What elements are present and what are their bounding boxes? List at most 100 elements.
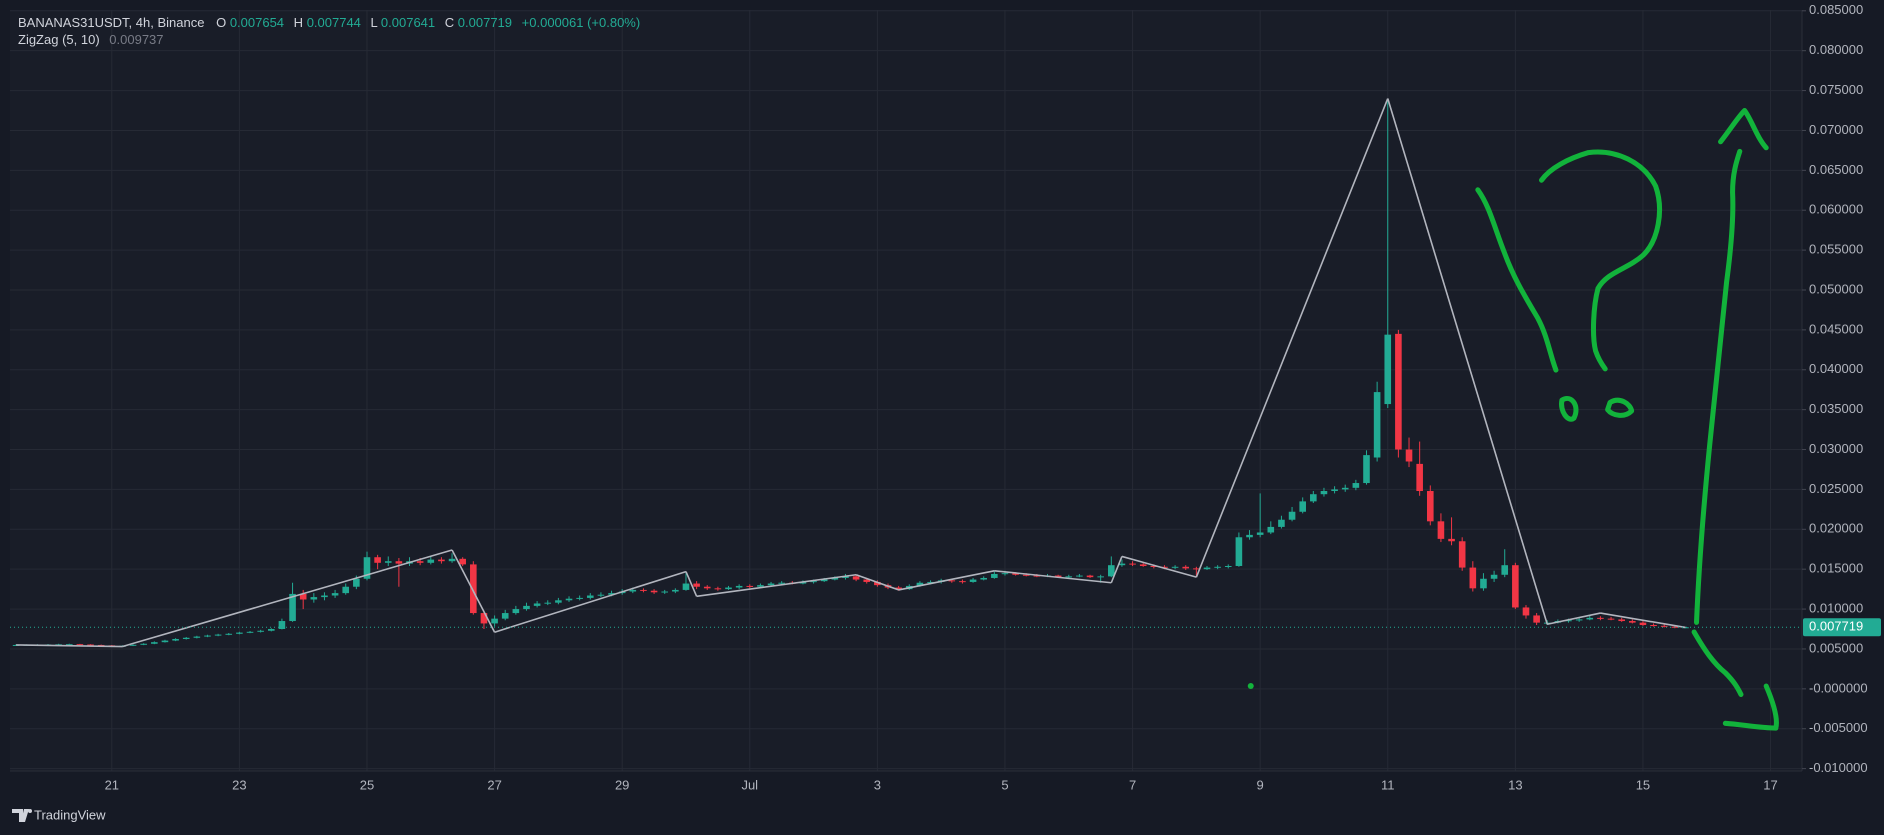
candle-body xyxy=(565,598,573,601)
candle-body xyxy=(820,579,828,582)
y-tick-label: -0.000000 xyxy=(1809,680,1868,695)
x-tick-label: 13 xyxy=(1508,777,1522,792)
zigzag-segment xyxy=(1195,98,1389,578)
candle-body xyxy=(1650,625,1657,627)
y-tick-label: 0.025000 xyxy=(1809,481,1863,496)
candle-body xyxy=(874,581,881,586)
candle-body xyxy=(1618,619,1625,622)
x-tick-label: Jul xyxy=(741,777,758,792)
candle-body xyxy=(1416,463,1423,492)
candle-body xyxy=(1086,575,1094,578)
candle-body xyxy=(363,557,371,579)
candle-body xyxy=(1522,607,1530,616)
candle-body xyxy=(969,579,977,582)
candle-body xyxy=(278,621,286,630)
indicator-name[interactable]: ZigZag (5, 10) xyxy=(18,32,100,47)
candle-body xyxy=(246,631,254,633)
candle-body xyxy=(1426,491,1434,522)
ohlc-label: L xyxy=(371,15,378,30)
candle-body xyxy=(1363,455,1370,484)
candle-body xyxy=(778,582,785,584)
x-tick-label: 9 xyxy=(1257,777,1264,792)
y-tick-label: 0.060000 xyxy=(1809,202,1863,217)
candle-body xyxy=(331,593,339,596)
y-tick-label: 0.020000 xyxy=(1809,521,1863,536)
candle-body xyxy=(1129,563,1136,565)
down-arrow-head xyxy=(1722,683,1779,731)
candle-body xyxy=(735,585,743,588)
candle-body xyxy=(1076,575,1083,577)
x-tick-label: 29 xyxy=(615,777,629,792)
candle-body xyxy=(236,632,243,634)
y-tick-label: 0.055000 xyxy=(1809,242,1863,257)
candle-body xyxy=(204,635,211,637)
candle-body xyxy=(321,595,328,598)
y-tick-label: 0.085000 xyxy=(1809,2,1863,17)
legend-header: BANANAS31USDT, 4h, Binance O 0.007654 H … xyxy=(18,15,640,30)
candle-body xyxy=(608,593,615,595)
candle-body xyxy=(1288,511,1296,520)
candle-body xyxy=(1108,565,1115,577)
last-price-box xyxy=(1803,618,1881,637)
candle-body xyxy=(1065,576,1073,578)
symbol[interactable]: BANANAS31USDT, 4h, Binance xyxy=(18,15,204,30)
candle-body xyxy=(1224,565,1232,567)
candle-body xyxy=(1586,617,1594,620)
high-value: 0.007744 xyxy=(307,15,361,30)
y-tick-label: 0.030000 xyxy=(1809,441,1863,456)
zigzag-segment xyxy=(1600,612,1686,629)
down-arrow-shaft xyxy=(1691,629,1744,697)
axes: 0.085000 0.080000 0.075000 0.070000 0.065000… xyxy=(105,2,1881,792)
candle-body xyxy=(182,637,190,639)
x-tick-label: 17 xyxy=(1763,777,1777,792)
candle-body xyxy=(172,638,179,641)
y-tick-label: -0.005000 xyxy=(1809,720,1868,735)
candle-body xyxy=(427,559,435,563)
open-value: 0.007654 xyxy=(230,15,284,30)
brand-logo xyxy=(12,809,29,822)
candle-body xyxy=(161,640,169,643)
ohlc-label: H xyxy=(294,15,303,30)
candle-body xyxy=(586,595,594,598)
candle-body xyxy=(384,561,392,563)
candle-body xyxy=(1480,578,1487,589)
question-stroke xyxy=(1539,149,1663,372)
indicator-value: 0.009737 xyxy=(109,32,163,47)
y-tick-label: 0.065000 xyxy=(1809,162,1863,177)
candle-body xyxy=(1331,489,1338,492)
candle-body xyxy=(140,643,147,645)
y-tick-label: 0.040000 xyxy=(1809,361,1863,376)
x-tick-label: 7 xyxy=(1129,777,1136,792)
candle-body xyxy=(1203,567,1211,570)
candle-body xyxy=(353,578,360,587)
candle-body xyxy=(1193,568,1200,570)
up-arrow-shaft xyxy=(1693,148,1743,625)
candle-body xyxy=(1139,564,1147,566)
candle-body xyxy=(87,644,94,646)
candle-body xyxy=(1001,573,1009,575)
y-tick-label: 0.015000 xyxy=(1809,561,1863,576)
candle-body xyxy=(1629,621,1636,623)
hand-drawing xyxy=(1247,108,1779,731)
y-tick-label: 0.005000 xyxy=(1809,640,1863,655)
candle-body xyxy=(1278,519,1285,527)
candle-body xyxy=(1405,449,1413,462)
zigzag-segment xyxy=(855,574,899,591)
zigzag-segment xyxy=(16,644,123,648)
x-tick-label: 21 xyxy=(105,777,119,792)
candle-body xyxy=(1161,566,1168,568)
brand-name[interactable]: TradingView xyxy=(34,807,106,822)
x-tick-label: 23 xyxy=(232,777,246,792)
zigzag-segment xyxy=(1110,556,1123,584)
y-tick-label: 0.080000 xyxy=(1809,42,1863,57)
candle-body xyxy=(895,587,902,590)
candle-body xyxy=(501,613,509,619)
candle-body xyxy=(310,597,318,600)
candle-body xyxy=(1235,537,1243,566)
candle-body xyxy=(1097,576,1104,578)
candle-body xyxy=(1246,534,1253,538)
zigzag-segment xyxy=(994,569,1112,584)
candle-body xyxy=(1012,573,1019,575)
y-tick-label: 0.035000 xyxy=(1809,401,1863,416)
candle-body xyxy=(512,609,520,614)
